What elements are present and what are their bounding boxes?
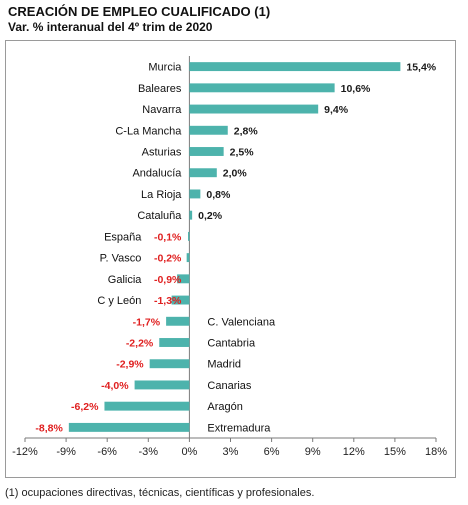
category-label: Aragón (207, 401, 242, 413)
value-label: -1,3% (154, 295, 182, 307)
category-label: C y León (97, 295, 141, 307)
bar (104, 401, 190, 411)
value-label: -0,1% (154, 231, 182, 243)
category-label: Galicia (108, 274, 143, 286)
category-label: España (104, 231, 142, 243)
x-tick-label: 15% (384, 446, 406, 458)
x-tick-label: -9% (56, 446, 76, 458)
category-label: Madrid (207, 359, 241, 371)
chart-frame (5, 40, 456, 478)
category-label: Baleares (138, 83, 182, 95)
category-label: Andalucía (132, 168, 182, 180)
value-label: -6,2% (71, 401, 99, 413)
bar (159, 338, 190, 347)
x-tick-label: -12% (12, 446, 38, 458)
bar (149, 359, 190, 369)
value-label: -4,0% (101, 380, 129, 392)
bar (189, 147, 224, 156)
x-tick-label: 6% (264, 446, 280, 458)
category-label: La Rioja (141, 189, 182, 201)
category-label: Murcia (148, 62, 182, 74)
bar (177, 274, 190, 284)
category-label: C. Valenciana (207, 316, 276, 328)
x-tick-label: 0% (181, 446, 197, 458)
bar (189, 189, 201, 199)
bar (189, 125, 228, 135)
value-label: 2,5% (230, 147, 255, 159)
category-label: Cataluña (137, 210, 182, 222)
value-label: 2,0% (223, 168, 248, 180)
value-label: 10,6% (341, 83, 371, 95)
bar (189, 104, 319, 114)
x-tick-label: -6% (97, 446, 117, 458)
bar-chart: -12% -9% -6% -3% 0% 3% 6% 9% 12% 15% 18% Murcia 15,4… (12, 56, 447, 458)
category-label: P. Vasco (100, 253, 142, 265)
value-label: -1,7% (133, 316, 161, 328)
bar (186, 253, 190, 263)
chart-subtitle: Var. % interanual del 4º trim de 2020 (8, 20, 213, 34)
bar (189, 83, 335, 93)
x-tick-label: 12% (343, 446, 365, 458)
bar (189, 168, 217, 178)
value-label: -0,9% (154, 274, 182, 286)
bar (188, 231, 190, 241)
x-tick-label: -3% (139, 446, 159, 458)
value-label: 0,2% (198, 210, 223, 222)
value-label: 9,4% (324, 104, 349, 116)
value-label: 0,8% (206, 189, 231, 201)
bar (166, 316, 190, 326)
category-label: Canarias (207, 380, 252, 392)
category-label: Extremadura (207, 422, 271, 434)
value-label: 15,4% (406, 62, 436, 74)
x-tick-label: 18% (425, 446, 447, 458)
value-label: -2,2% (126, 338, 154, 350)
bar (171, 295, 190, 305)
bar (68, 422, 190, 432)
bar (189, 210, 193, 220)
value-label: 2,8% (234, 125, 259, 137)
value-label: -8,8% (35, 422, 63, 434)
bar (189, 62, 401, 72)
x-tick-label: 9% (305, 446, 321, 458)
chart-title: CREACIÓN DE EMPLEO CUALIFICADO (1) (8, 4, 271, 19)
chart-footnote: (1) ocupaciones directivas, técnicas, ci… (5, 487, 315, 499)
bar (134, 380, 190, 390)
category-label: Cantabria (207, 338, 256, 350)
value-label: -2,9% (116, 359, 144, 371)
category-label: Asturias (142, 147, 182, 159)
x-tick-label: 3% (223, 446, 239, 458)
value-label: -0,2% (154, 253, 182, 265)
category-label: C-La Mancha (115, 125, 182, 137)
category-label: Navarra (142, 104, 182, 116)
